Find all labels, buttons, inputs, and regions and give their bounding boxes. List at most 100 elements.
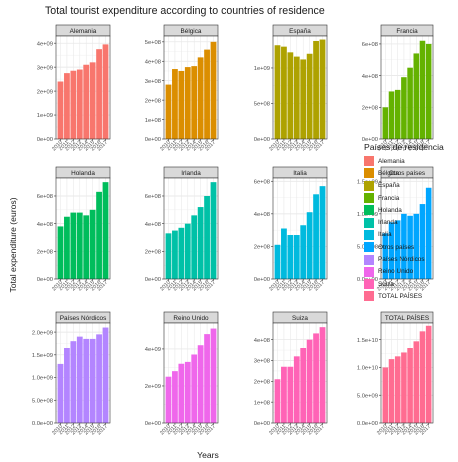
y-tick-label: 0e+00 <box>254 421 270 427</box>
y-tick-label: 0e+00 <box>37 277 53 283</box>
legend-label: Holanda <box>378 206 402 214</box>
legend-item-total-paises: TOTAL PAÍSES <box>364 290 456 302</box>
bar-irlanda-2014 <box>191 215 198 279</box>
bar-paises-nordicos-2013 <box>76 336 83 423</box>
panel-espana: España0e+005e+081e+092010201120122013201… <box>254 24 328 152</box>
y-tick-label: 4e+09 <box>145 347 161 353</box>
y-tick-label: 0.0e+00 <box>32 421 53 427</box>
bar-suiza-2010 <box>274 379 281 423</box>
bar-total-paises-2013 <box>401 352 407 423</box>
bar-belgica-2013 <box>184 67 191 139</box>
bar-espana-2014 <box>300 59 307 140</box>
bar-italia-2012 <box>287 235 294 279</box>
y-tick-label: 1e+08 <box>254 400 270 406</box>
bar-paises-nordicos-2010 <box>57 363 64 423</box>
legend-label: Reino Unido <box>378 268 414 276</box>
bar-otros-paises-2017 <box>425 187 432 279</box>
bar-espana-2011 <box>281 46 287 139</box>
legend-swatch <box>364 193 374 204</box>
y-tick-label: 0e+00 <box>254 277 270 283</box>
bar-total-paises-2010 <box>382 367 389 423</box>
panel-border <box>272 322 328 424</box>
legend-item-irlanda: Irlanda <box>364 216 456 228</box>
y-tick-label: 6e+08 <box>254 179 270 185</box>
y-tick-label: 0e+00 <box>37 137 53 143</box>
bar-belgica-2017 <box>210 41 217 140</box>
bar-francia-2011 <box>388 91 395 139</box>
legend-swatch <box>364 242 374 253</box>
y-tick-label: 4e+09 <box>37 41 53 47</box>
y-tick-label: 0.0e+00 <box>357 421 378 427</box>
legend-label: Bélgica <box>378 169 399 177</box>
bar-reino-unido-2017 <box>210 328 217 423</box>
legend-item-italia: Italia <box>364 229 456 241</box>
bar-alemania-2011 <box>64 73 70 139</box>
y-tick-label: 2e+08 <box>254 245 270 251</box>
legend: Países de residencia Alemania Bélgica Espa… <box>364 142 456 303</box>
y-tick-label: 0e+00 <box>145 137 161 143</box>
bar-italia-2015 <box>306 212 313 279</box>
bar-paises-nordicos-2014 <box>83 338 90 423</box>
bar-belgica-2014 <box>191 66 198 139</box>
y-tick-label: 6e+08 <box>145 194 161 200</box>
bar-suiza-2017 <box>319 327 326 423</box>
bar-holanda-2016 <box>96 191 102 279</box>
bar-alemania-2013 <box>76 69 83 139</box>
panel-total-paises: TOTAL PAÍSES 0.0e+00 5.0e+09 1.0e+10 1.5e+10… <box>357 311 434 436</box>
bar-otros-paises-2011 <box>388 222 395 279</box>
bar-francia-2016 <box>419 40 426 139</box>
bar-total-paises-2012 <box>394 356 401 423</box>
legend-item-belgica: Bélgica <box>364 167 456 179</box>
legend-swatch <box>364 205 374 216</box>
x-axis-label: Years <box>197 450 219 460</box>
legend-item-otros-paises: Otros países <box>364 241 456 253</box>
y-tick-label: 3e+08 <box>145 79 161 85</box>
legend-item-paises-nordicos: Países Nórdicos <box>364 253 456 265</box>
bar-irlanda-2017 <box>210 182 217 279</box>
y-tick-label: 2e+08 <box>145 250 161 256</box>
bar-italia-2010 <box>274 244 281 279</box>
legend-swatch <box>364 217 374 228</box>
legend-swatch <box>364 229 374 240</box>
panel-holanda: Holanda0e+002e+084e+086e+082010201120122… <box>37 166 111 292</box>
bar-holanda-2011 <box>64 216 70 279</box>
panel-italia: Italia0e+002e+084e+086e+0820102011201220… <box>254 166 328 292</box>
panel-belgica: Bélgica0e+001e+082e+083e+084e+085e+08201… <box>145 24 219 152</box>
bar-reino-unido-2014 <box>191 354 198 423</box>
y-tick-label: 1e+08 <box>145 118 161 124</box>
bar-reino-unido-2012 <box>178 363 185 423</box>
legend-label: Alemania <box>378 157 405 165</box>
legend-title: Países de residencia <box>364 142 444 152</box>
y-tick-label: 1.5e+10 <box>357 338 378 344</box>
legend-swatch <box>364 291 374 302</box>
y-tick-label: 0e+00 <box>362 137 378 143</box>
bar-alemania-2016 <box>96 49 102 139</box>
panel-strip-label: Otros países <box>389 170 425 177</box>
bar-paises-nordicos-2011 <box>64 348 70 423</box>
bar-alemania-2017 <box>102 44 109 139</box>
facet-panels: Alemania0e+001e+092e+093e+094e+092010201… <box>32 24 434 436</box>
bar-irlanda-2016 <box>204 195 210 279</box>
y-tick-label: 6e+08 <box>362 42 378 48</box>
panel-strip-label: Alemania <box>70 28 97 35</box>
bar-holanda-2014 <box>83 215 90 279</box>
panel-strip-label: Reino Unido <box>173 315 209 322</box>
bar-reino-unido-2011 <box>172 371 178 423</box>
bar-espana-2015 <box>306 53 313 139</box>
bar-alemania-2015 <box>89 62 96 139</box>
bar-irlanda-2011 <box>172 230 178 279</box>
y-tick-label: 2e+08 <box>362 106 378 112</box>
bar-suiza-2015 <box>306 339 313 423</box>
bar-alemania-2012 <box>70 70 77 139</box>
bar-otros-paises-2016 <box>419 204 426 279</box>
bar-holanda-2012 <box>70 212 77 279</box>
bar-irlanda-2015 <box>197 207 204 279</box>
panel-border <box>380 35 434 140</box>
panel-border <box>163 177 219 280</box>
y-tick-label: 5.0e+08 <box>32 398 53 404</box>
bar-total-paises-2016 <box>419 331 426 423</box>
bar-italia-2016 <box>313 194 319 279</box>
legend-label: España <box>378 182 400 190</box>
panel-strip-label: España <box>289 28 311 35</box>
